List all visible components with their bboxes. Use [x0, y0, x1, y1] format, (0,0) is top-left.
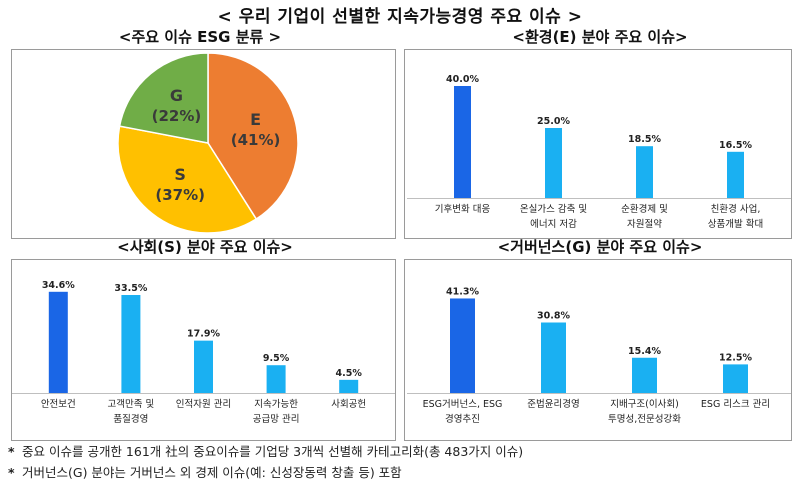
gov-panel-title: <거버넌스(G) 분야 주요 이슈> [497, 238, 703, 256]
footnote: * 중요 이슈를 공개한 161개 社의 중요이슈를 기업당 3개씩 선별해 카테… [8, 444, 524, 459]
category-label: 온실가스 감축 및 [520, 203, 587, 215]
bar [194, 340, 213, 393]
pie-slice-value: (22%) [152, 107, 202, 125]
pie-slice-s [117, 125, 258, 234]
bar [636, 146, 653, 198]
esg-pie-chart: E (41%) S (37%) G (22%) [117, 52, 299, 234]
category-label: 준법윤리경영 [527, 398, 579, 410]
bar [266, 365, 286, 393]
bar-value-label: 30.8% [537, 311, 570, 322]
pie-slice-label: G [170, 86, 183, 105]
category-label: 에너지 저감 [530, 218, 577, 230]
bar-value-label: 18.5% [628, 134, 661, 145]
soc-panel-title: <사회(S) 분야 주요 이슈> [117, 238, 293, 256]
category-label: 자원절약 [627, 218, 662, 230]
pie-panel-title: <주요 이슈 ESG 분류 > [118, 28, 282, 46]
bar [121, 295, 141, 393]
category-label: 지배구조(이사회) [610, 399, 679, 410]
bar-value-label: 16.5% [719, 140, 752, 151]
pie-slice-g [118, 52, 209, 144]
category-label: 지속가능한 [254, 399, 298, 410]
bar [450, 298, 475, 393]
gov-bar-chart: 41.3% ESG거버넌스, ESG 경영추진 30.8% 준법윤리경영 15.4% 지배구… [407, 286, 791, 425]
bar [632, 357, 657, 393]
category-label: 투명성,전문성강화 [608, 414, 681, 425]
pie-slice-value: (41%) [231, 131, 281, 149]
bar [541, 322, 566, 393]
pie-panel: E (41%) S (37%) G (22%) [11, 49, 396, 239]
category-label: 공급망 관리 [253, 414, 300, 425]
gov-panel: 41.3% ESG거버넌스, ESG 경영추진 30.8% 준법윤리경영 15.4% 지배구… [404, 259, 792, 441]
bar [454, 86, 471, 198]
bar [48, 291, 68, 393]
category-label: 기후변화 대응 [435, 204, 491, 215]
bar-value-label: 41.3% [446, 286, 479, 297]
category-label: 친환경 사업, [711, 203, 761, 215]
category-label: 상품개발 확대 [708, 218, 763, 230]
category-label: ESG 리스크 관리 [701, 399, 770, 410]
category-label: 고객만족 및 [108, 398, 155, 410]
category-label: 사회공헌 [331, 399, 366, 410]
bar-value-label: 25.0% [537, 116, 570, 127]
category-label: 안전보건 [41, 399, 76, 410]
category-label: 인적자원 관리 [176, 398, 231, 410]
bar [545, 128, 562, 198]
pie-slice-value: (37%) [155, 186, 205, 204]
bar-value-label: 33.5% [114, 283, 147, 294]
bar-value-label: 15.4% [628, 346, 661, 357]
bar-value-label: 17.9% [187, 329, 220, 340]
env-panel-title: <환경(E) 분야 주요 이슈> [512, 28, 688, 46]
pie-slice-label: S [174, 165, 186, 184]
main-title: < 우리 기업이 선별한 지속가능경영 주요 이슈 > [217, 7, 583, 27]
bar-value-label: 4.5% [336, 368, 363, 379]
bar-value-label: 9.5% [263, 353, 290, 364]
category-label: 순환경제 및 [621, 203, 668, 215]
bar-value-label: 12.5% [719, 352, 752, 363]
category-label: ESG거버넌스, ESG [423, 399, 503, 410]
bar-value-label: 34.6% [42, 280, 75, 291]
bar-value-label: 40.0% [446, 74, 479, 85]
pie-slice-label: E [250, 110, 261, 129]
bar [727, 151, 744, 198]
bar [339, 379, 359, 393]
category-label: 품질경영 [113, 413, 148, 425]
category-label: 경영추진 [445, 413, 480, 425]
bar [723, 364, 748, 393]
footnotes: * 중요 이슈를 공개한 161개 社의 중요이슈를 기업당 3개씩 선별해 카테… [8, 441, 792, 483]
footnote: * 거버넌스(G) 분야는 거버넌스 외 경제 이슈(예: 신성장동력 창출 등)… [8, 465, 402, 480]
